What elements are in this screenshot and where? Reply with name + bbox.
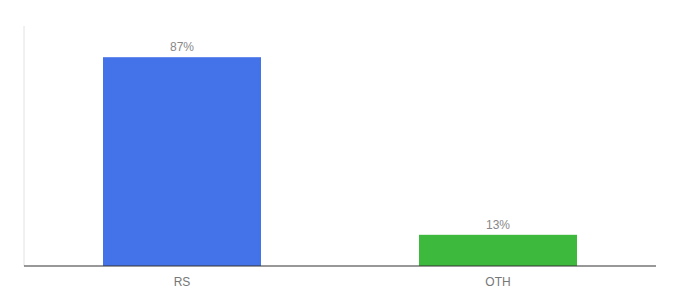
bar	[419, 235, 577, 266]
x-tick-label: OTH	[485, 275, 510, 289]
data-label: 13%	[486, 218, 510, 232]
data-label: 87%	[170, 40, 194, 54]
bar	[103, 57, 261, 266]
x-tick-label: RS	[174, 275, 191, 289]
x-ticks: RS OTH	[174, 275, 511, 289]
x-axis-line	[24, 265, 656, 266]
chart: 87% 13% RS OTH	[0, 0, 680, 300]
data-labels: 87% 13%	[170, 40, 510, 232]
plot-area: 87% 13% RS OTH	[24, 26, 656, 289]
chart-container: 87% 13% RS OTH	[0, 0, 680, 300]
y-axis-line	[24, 26, 25, 266]
bars	[103, 57, 577, 266]
